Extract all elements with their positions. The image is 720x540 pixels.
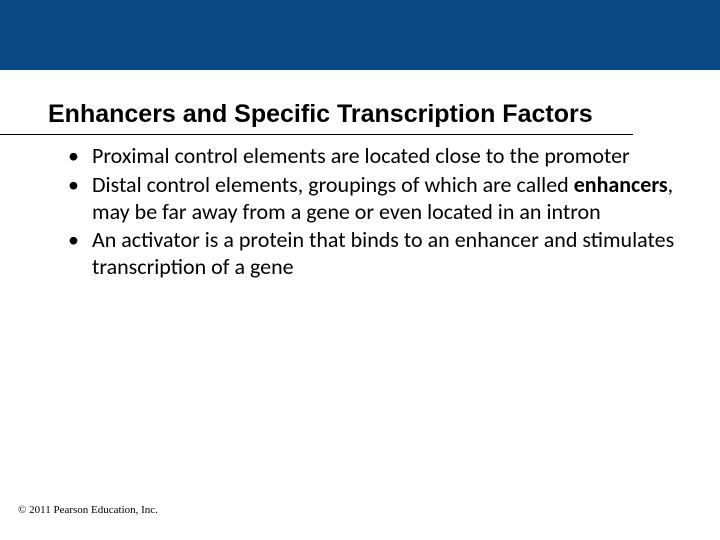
bullet-item: Distal control elements, groupings of wh… [66, 172, 680, 226]
copyright-text: © 2011 Pearson Education, Inc. [18, 504, 158, 516]
slide-title: Enhancers and Specific Transcription Fac… [0, 70, 633, 135]
bullet-segment: Distal control elements, groupings of wh… [92, 171, 574, 198]
top-bar [0, 0, 720, 70]
bullet-list: Proximal control elements are located cl… [0, 135, 720, 281]
bullet-segment: Proximal control elements are located cl… [92, 142, 630, 169]
bullet-item: An activator is a protein that binds to … [66, 227, 680, 281]
bullet-item: Proximal control elements are located cl… [66, 143, 680, 170]
bullet-segment: enhancers [574, 171, 668, 198]
title-wrap: Enhancers and Specific Transcription Fac… [0, 70, 720, 135]
bullet-segment: An activator is a protein that binds to … [92, 226, 674, 280]
